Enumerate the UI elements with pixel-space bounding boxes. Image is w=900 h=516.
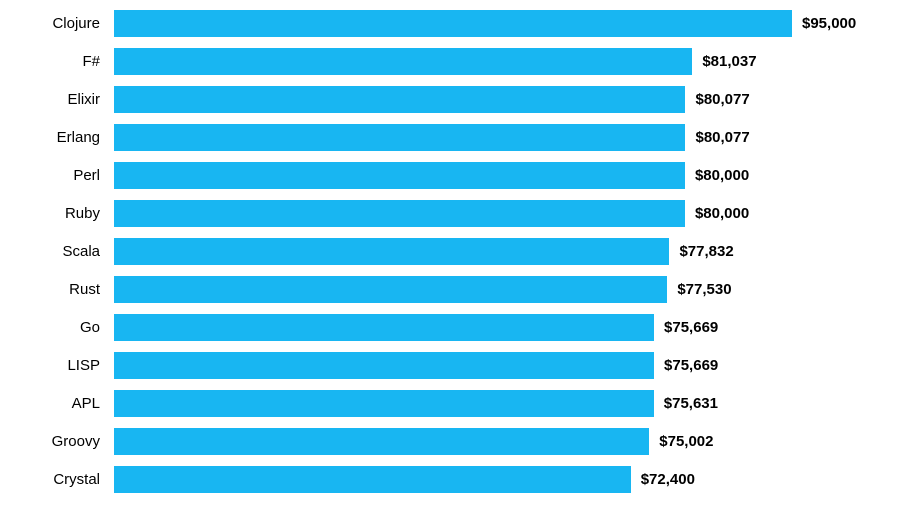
bar-label: Ruby	[0, 205, 114, 222]
bar-track: $80,077	[114, 86, 870, 113]
bar-label: F#	[0, 53, 114, 70]
bar-track: $81,037	[114, 48, 870, 75]
bar-value: $72,400	[631, 471, 695, 488]
bar-row: LISP $75,669	[0, 352, 870, 379]
bar-track: $80,077	[114, 124, 870, 151]
bar-track: $80,000	[114, 162, 870, 189]
bar	[114, 86, 685, 113]
bar-label: LISP	[0, 357, 114, 374]
bar-value: $80,000	[685, 205, 749, 222]
bar-value: $80,077	[685, 129, 749, 146]
bar-track: $77,530	[114, 276, 870, 303]
bar-value: $80,077	[685, 91, 749, 108]
bar-label: Clojure	[0, 15, 114, 32]
bar-label: Perl	[0, 167, 114, 184]
bar	[114, 48, 692, 75]
bar-row: Rust $77,530	[0, 276, 870, 303]
bar-label: Crystal	[0, 471, 114, 488]
bar-label: Elixir	[0, 91, 114, 108]
bar-track: $75,631	[114, 390, 870, 417]
bar-label: Rust	[0, 281, 114, 298]
bar-track: $75,002	[114, 428, 870, 455]
bar-track: $77,832	[114, 238, 870, 265]
bar	[114, 162, 685, 189]
bar-row: Go $75,669	[0, 314, 870, 341]
bar	[114, 276, 667, 303]
bar	[114, 238, 669, 265]
bar-label: Go	[0, 319, 114, 336]
bar-row: APL $75,631	[0, 390, 870, 417]
bar	[114, 352, 654, 379]
bar-label: APL	[0, 395, 114, 412]
bar-row: Groovy $75,002	[0, 428, 870, 455]
bar-row: Ruby $80,000	[0, 200, 870, 227]
bar-track: $80,000	[114, 200, 870, 227]
bar	[114, 428, 649, 455]
bar-value: $75,002	[649, 433, 713, 450]
bar-value: $75,669	[654, 319, 718, 336]
bar-value: $95,000	[792, 15, 856, 32]
bar-value: $81,037	[692, 53, 756, 70]
bar-value: $75,631	[654, 395, 718, 412]
salary-bar-chart: Clojure$95,000F#$81,037Elixir$80,077Erla…	[0, 10, 870, 493]
bar-row: Clojure $95,000	[0, 10, 870, 37]
bar-track: $75,669	[114, 352, 870, 379]
bar-row: F# $81,037	[0, 48, 870, 75]
bar	[114, 10, 792, 37]
bar	[114, 314, 654, 341]
bar-label: Erlang	[0, 129, 114, 146]
bar-track: $95,000	[114, 10, 870, 37]
bar	[114, 390, 654, 417]
bar-label: Groovy	[0, 433, 114, 450]
bar-value: $75,669	[654, 357, 718, 374]
bar-value: $80,000	[685, 167, 749, 184]
bar-row: Perl $80,000	[0, 162, 870, 189]
bar-row: Elixir $80,077	[0, 86, 870, 113]
bar	[114, 200, 685, 227]
bar	[114, 466, 631, 493]
bar-row: Scala $77,832	[0, 238, 870, 265]
bar-row: Erlang $80,077	[0, 124, 870, 151]
bar-value: $77,832	[669, 243, 733, 260]
bar-value: $77,530	[667, 281, 731, 298]
bar-track: $72,400	[114, 466, 870, 493]
bar-row: Crystal $72,400	[0, 466, 870, 493]
bar-label: Scala	[0, 243, 114, 260]
bar	[114, 124, 685, 151]
bar-track: $75,669	[114, 314, 870, 341]
